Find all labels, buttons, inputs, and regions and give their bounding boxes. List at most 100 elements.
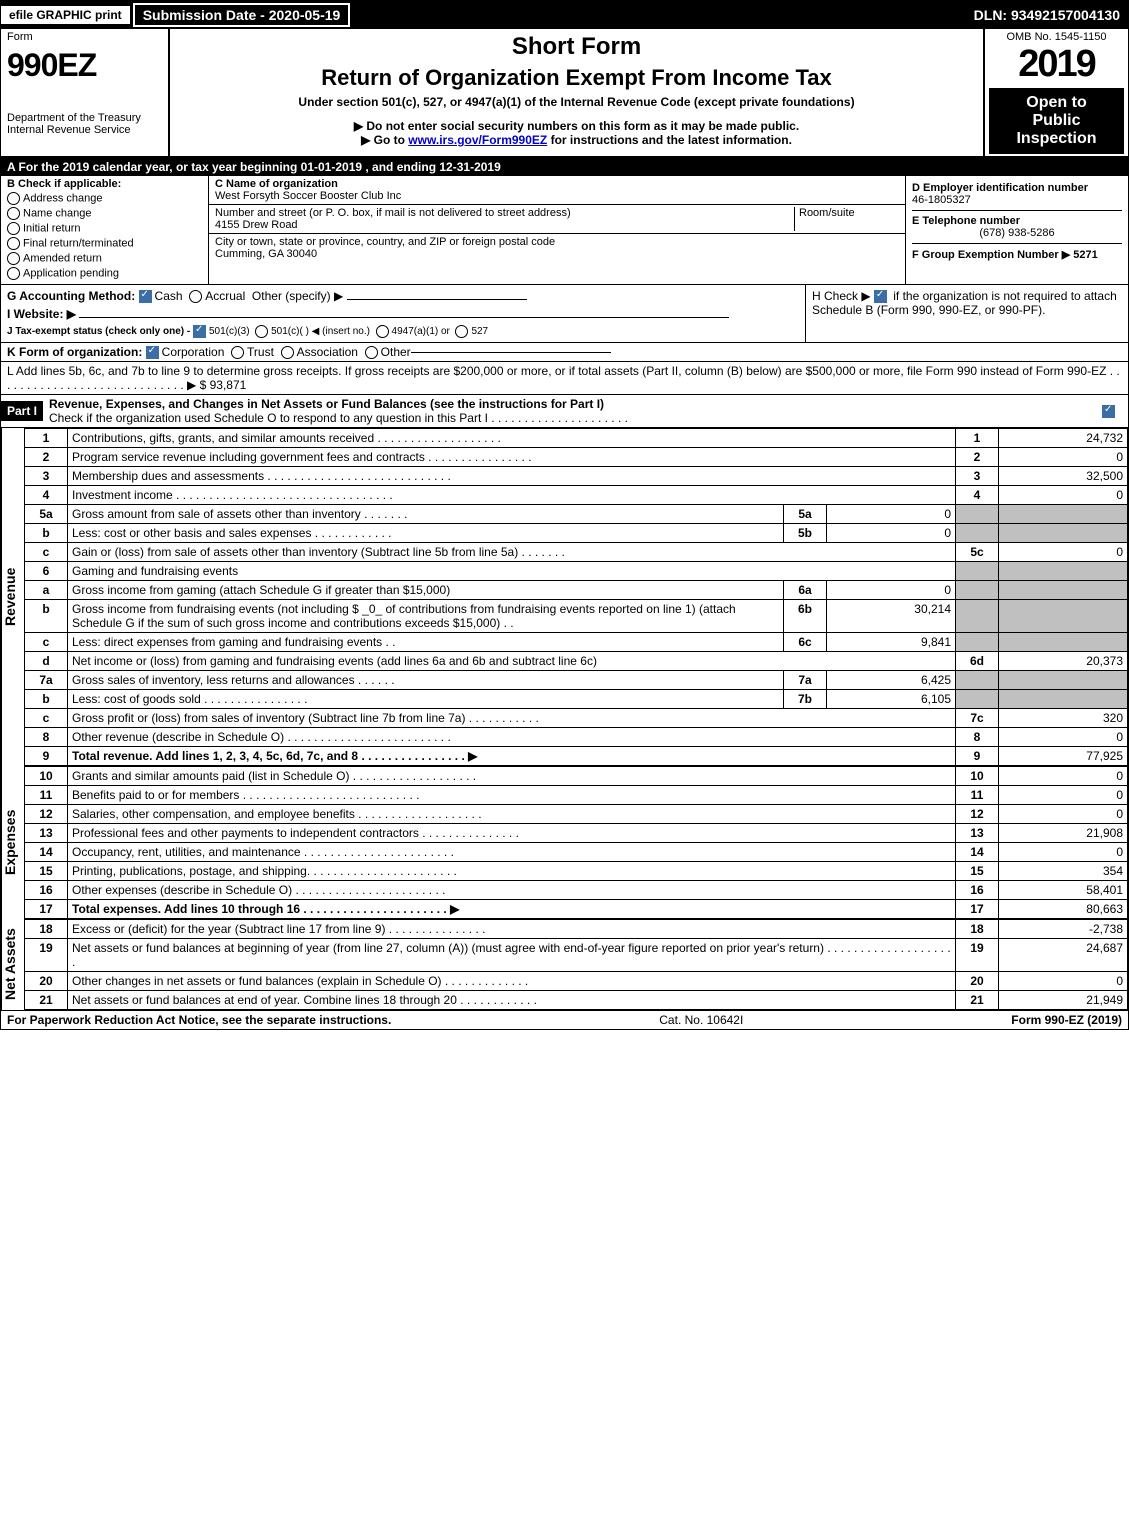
- expenses-table: 10Grants and similar amounts paid (list …: [24, 766, 1128, 919]
- line-7b: bLess: cost of goods sold . . . . . . . …: [25, 690, 1128, 709]
- street-label: Number and street (or P. O. box, if mail…: [215, 207, 794, 219]
- trust-label: Trust: [247, 345, 274, 359]
- k-label: K Form of organization:: [7, 345, 142, 359]
- website-input[interactable]: [79, 317, 729, 318]
- line-5c: cGain or (loss) from sale of assets othe…: [25, 543, 1128, 562]
- g-label: G Accounting Method:: [7, 289, 135, 303]
- check-association[interactable]: [281, 346, 294, 359]
- return-title: Return of Organization Exempt From Incom…: [180, 65, 973, 91]
- form-word: Form: [7, 31, 162, 43]
- line-20: 20Other changes in net assets or fund ba…: [25, 972, 1128, 991]
- assoc-label: Association: [297, 345, 358, 359]
- check-other-org[interactable]: [365, 346, 378, 359]
- line-21: 21Net assets or fund balances at end of …: [25, 991, 1128, 1010]
- f-label: F Group Exemption Number ▶ 5271: [912, 248, 1122, 261]
- line-3: 3Membership dues and assessments . . . .…: [25, 467, 1128, 486]
- j-label: J Tax-exempt status (check only one) -: [7, 326, 190, 337]
- net-assets-table: 18Excess or (deficit) for the year (Subt…: [24, 919, 1128, 1010]
- check-accrual[interactable]: [189, 290, 202, 303]
- row-i-website: I Website: ▶: [7, 307, 799, 321]
- entity-info-block: B Check if applicable: Address change Na…: [1, 176, 1128, 285]
- part-1-label: Part I: [1, 401, 43, 421]
- irs-link[interactable]: www.irs.gov/Form990EZ: [408, 133, 547, 147]
- goto-post: for instructions and the latest informat…: [547, 133, 792, 147]
- line-4: 4Investment income . . . . . . . . . . .…: [25, 486, 1128, 505]
- row-j-tax-exempt: J Tax-exempt status (check only one) - 5…: [7, 325, 799, 338]
- revenue-table: 1Contributions, gifts, grants, and simil…: [24, 428, 1128, 766]
- cash-label: Cash: [155, 289, 183, 303]
- check-final-return[interactable]: Final return/terminated: [7, 237, 202, 250]
- line-7c: cGross profit or (loss) from sales of in…: [25, 709, 1128, 728]
- line-9: 9Total revenue. Add lines 1, 2, 3, 4, 5c…: [25, 747, 1128, 766]
- line-12: 12Salaries, other compensation, and empl…: [25, 805, 1128, 824]
- i-label: I Website: ▶: [7, 307, 76, 321]
- check-trust[interactable]: [231, 346, 244, 359]
- row-g-h: G Accounting Method: Cash Accrual Other …: [1, 285, 1128, 343]
- line-16: 16Other expenses (describe in Schedule O…: [25, 881, 1128, 900]
- check-initial-return[interactable]: Initial return: [7, 222, 202, 235]
- dln-label: DLN: 93492157004130: [966, 5, 1128, 25]
- city-value: Cumming, GA 30040: [215, 248, 899, 260]
- page-footer: For Paperwork Reduction Act Notice, see …: [1, 1010, 1128, 1029]
- h-pre: H Check ▶: [812, 289, 871, 303]
- room-suite-label: Room/suite: [794, 207, 899, 231]
- other-org-label: Other: [381, 345, 411, 359]
- line-6: 6Gaming and fundraising events: [25, 562, 1128, 581]
- check-schedule-b-not-required[interactable]: [874, 290, 887, 303]
- efile-print-label[interactable]: efile GRAPHIC print: [1, 6, 131, 24]
- check-527[interactable]: [455, 325, 468, 338]
- e-label: E Telephone number: [912, 215, 1122, 227]
- header-left: Form 990EZ Department of the Treasury In…: [1, 29, 170, 156]
- opt-501c: 501(c)( ) ◀ (insert no.): [271, 326, 370, 337]
- public-inspection-box: Open to Public Inspection: [989, 88, 1124, 154]
- check-cash[interactable]: [139, 290, 152, 303]
- expenses-section: Expenses 10Grants and similar amounts pa…: [1, 766, 1128, 919]
- section-def-right: D Employer identification number 46-1805…: [905, 176, 1128, 284]
- tax-year: 2019: [989, 43, 1124, 86]
- goto-pre: ▶ Go to: [361, 133, 408, 147]
- other-org-input[interactable]: [411, 352, 611, 353]
- inspection-line1: Open to: [993, 94, 1120, 112]
- check-501c3[interactable]: [193, 325, 206, 338]
- part-1-title: Revenue, Expenses, and Changes in Net As…: [43, 395, 1092, 427]
- omb-number: OMB No. 1545-1150: [989, 31, 1124, 43]
- check-amended-return[interactable]: Amended return: [7, 252, 202, 265]
- short-form-title: Short Form: [180, 33, 973, 61]
- line-18: 18Excess or (deficit) for the year (Subt…: [25, 920, 1128, 939]
- header-right: OMB No. 1545-1150 2019 Open to Public In…: [983, 29, 1128, 156]
- part-1-check-text: Check if the organization used Schedule …: [49, 411, 628, 425]
- line-8: 8Other revenue (describe in Schedule O) …: [25, 728, 1128, 747]
- form-990ez-page: efile GRAPHIC print Submission Date - 20…: [0, 0, 1129, 1030]
- line-19: 19Net assets or fund balances at beginni…: [25, 939, 1128, 972]
- row-g-accounting: G Accounting Method: Cash Accrual Other …: [7, 289, 799, 303]
- check-address-change[interactable]: Address change: [7, 192, 202, 205]
- check-schedule-o-used[interactable]: [1102, 405, 1115, 418]
- warning-ssn: ▶ Do not enter social security numbers o…: [180, 119, 973, 133]
- header-center: Short Form Return of Organization Exempt…: [170, 29, 983, 156]
- check-corporation[interactable]: [146, 346, 159, 359]
- line-1: 1Contributions, gifts, grants, and simil…: [25, 429, 1128, 448]
- line-11: 11Benefits paid to or for members . . . …: [25, 786, 1128, 805]
- check-4947[interactable]: [376, 325, 389, 338]
- line-6a: aGross income from gaming (attach Schedu…: [25, 581, 1128, 600]
- tax-year-row: A For the 2019 calendar year, or tax yea…: [1, 158, 1128, 176]
- opt-4947: 4947(a)(1) or: [392, 326, 450, 337]
- dept-label: Department of the Treasury: [7, 112, 162, 124]
- check-name-change[interactable]: Name change: [7, 207, 202, 220]
- street-value: 4155 Drew Road: [215, 219, 794, 231]
- line-5b: bLess: cost or other basis and sales exp…: [25, 524, 1128, 543]
- check-501c[interactable]: [255, 325, 268, 338]
- net-assets-section: Net Assets 18Excess or (deficit) for the…: [1, 919, 1128, 1010]
- net-assets-sidebar: Net Assets: [1, 919, 24, 1010]
- line-10: 10Grants and similar amounts paid (list …: [25, 767, 1128, 786]
- other-specify-input[interactable]: [347, 299, 527, 300]
- section-b-title: B Check if applicable:: [7, 178, 202, 190]
- check-application-pending[interactable]: Application pending: [7, 267, 202, 280]
- subtitle: Under section 501(c), 527, or 4947(a)(1)…: [180, 95, 973, 109]
- phone-value: (678) 938-5286: [912, 227, 1122, 239]
- section-c-org-info: C Name of organization West Forsyth Socc…: [209, 176, 905, 284]
- inspection-line2: Public: [993, 112, 1120, 130]
- top-bar: efile GRAPHIC print Submission Date - 20…: [1, 1, 1128, 29]
- form-number: 990EZ: [7, 47, 162, 84]
- inspection-line3: Inspection: [993, 130, 1120, 148]
